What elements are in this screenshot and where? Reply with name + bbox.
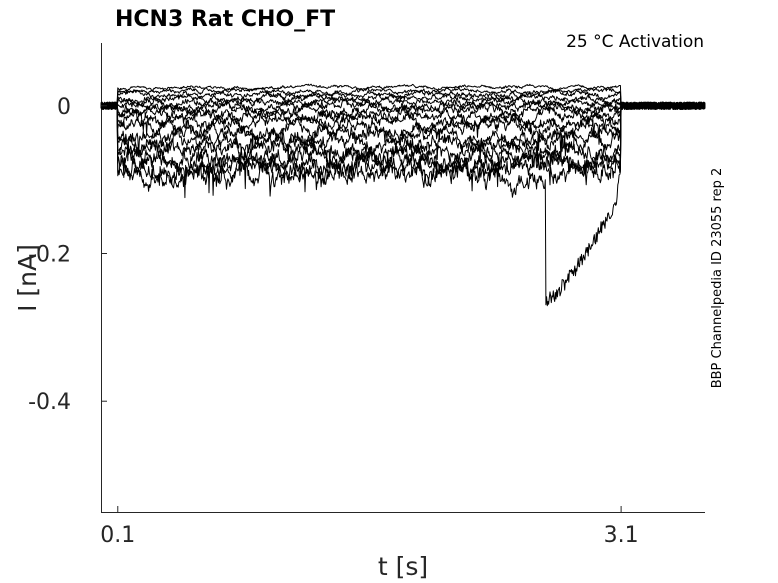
sweep-trace (100, 101, 706, 162)
sweep-traces (100, 83, 706, 307)
ticks: 0.1 3.1 0 -0.2 -0.4 (28, 95, 639, 548)
sweep-trace (100, 101, 706, 307)
y-tick-label: -0.2 (28, 242, 71, 267)
sweep-trace (100, 95, 706, 110)
chart-title: HCN3 Rat CHO_FT (115, 7, 335, 32)
sweep-trace (100, 86, 706, 110)
sweep-trace (100, 101, 706, 128)
source-id-label: BBP Channelpedia ID 23055 rep 2 (710, 168, 725, 389)
x-tick-label: 0.1 (100, 523, 135, 548)
sweep-trace (100, 91, 706, 110)
x-axis-label: t [s] (378, 552, 428, 581)
sweep-trace (100, 101, 706, 199)
y-axis-label: I [nA] (13, 244, 42, 312)
y-tick-label: -0.4 (28, 390, 71, 415)
sweep-trace (100, 100, 706, 121)
protocol-annotation: 25 °C Activation (566, 32, 704, 52)
sweep-trace (100, 101, 706, 168)
sweep-trace (100, 83, 706, 110)
axes (101, 43, 705, 513)
y-tick-label: 0 (57, 95, 71, 120)
x-tick-label: 3.1 (604, 523, 639, 548)
